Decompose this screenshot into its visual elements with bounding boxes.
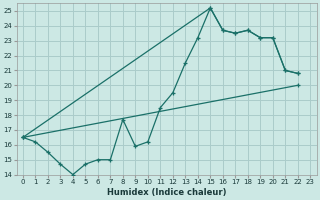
X-axis label: Humidex (Indice chaleur): Humidex (Indice chaleur) (107, 188, 226, 197)
